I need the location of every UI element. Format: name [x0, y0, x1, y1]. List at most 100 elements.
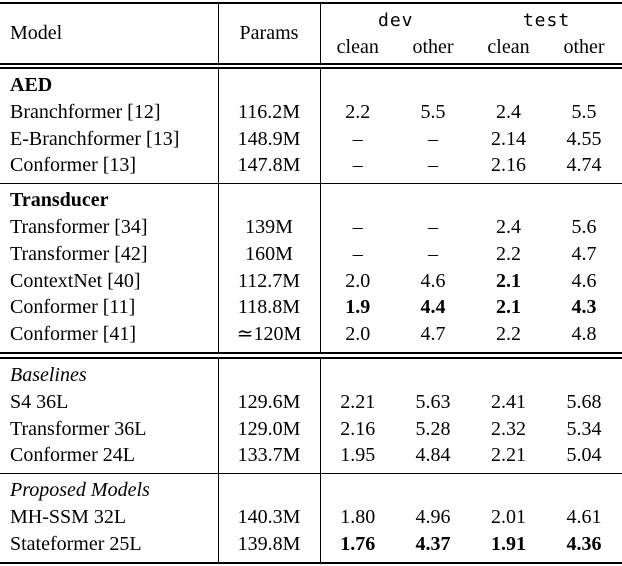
params-cell: 148.9M — [218, 125, 321, 153]
col-group-dev: dev — [378, 10, 414, 31]
cell-test-clean: 2.1 — [496, 296, 522, 319]
col-header-params: Params — [218, 3, 321, 69]
cell-dev-clean: – — [352, 127, 363, 150]
cell-dev-other: 4.84 — [415, 444, 451, 467]
model-cell: Branchformer [12] — [0, 98, 219, 126]
cell-dev-other: 4.6 — [420, 269, 446, 292]
model-cell: Transformer [34] — [0, 213, 219, 241]
table-row: Transformer 36L 129.0M 2.16 5.28 2.32 5.… — [0, 415, 622, 443]
col-header-test-other: other — [546, 33, 622, 69]
cell-dev-other: 5.63 — [415, 390, 451, 413]
model-cell: Transformer 36L — [0, 415, 219, 443]
cell-dev-other: 5.28 — [415, 417, 451, 440]
cell-test-other: 4.3 — [571, 296, 597, 319]
model-cell: MH-SSM 32L — [0, 503, 219, 531]
cell-dev-clean: 1.95 — [340, 444, 376, 467]
cell-test-clean: 2.21 — [491, 444, 527, 467]
cell-dev-other: 4.96 — [415, 505, 451, 528]
cell-test-clean: 2.41 — [491, 390, 527, 413]
cell-dev-clean: – — [352, 215, 363, 238]
section-baselines: Baselines S4 36L 129.6M 2.21 5.63 2.41 5… — [0, 351, 622, 474]
cell-dev-clean: 1.9 — [345, 296, 371, 319]
params-cell: 160M — [218, 240, 321, 268]
params-cell: 147.8M — [218, 152, 321, 184]
table-row: MH-SSM 32L 140.3M 1.80 4.96 2.01 4.61 — [0, 503, 622, 531]
section-transducer: Transducer Transformer [34] 139M – – 2.4… — [0, 183, 622, 356]
params-cell: ≃120M — [218, 321, 321, 356]
table-row: S4 36L 129.6M 2.21 5.63 2.41 5.68 — [0, 388, 622, 416]
cell-dev-other: – — [428, 242, 438, 265]
header-sub-row: clean other clean other — [0, 33, 622, 69]
cell-test-clean: 2.01 — [491, 505, 527, 528]
cell-test-clean: 2.4 — [496, 215, 522, 238]
col-header-model: Model — [0, 3, 219, 69]
cell-test-other: 5.04 — [566, 444, 602, 467]
model-cell: Conformer [13] — [0, 152, 219, 184]
table-row: Conformer 24L 133.7M 1.95 4.84 2.21 5.04 — [0, 442, 622, 474]
cell-dev-other: 4.4 — [420, 296, 446, 319]
model-cell: Conformer [41] — [0, 321, 219, 356]
cell-dev-other: 4.7 — [420, 323, 446, 346]
model-cell: S4 36L — [0, 388, 219, 416]
col-header-dev-clean: clean — [320, 33, 395, 69]
cell-test-clean: 2.2 — [496, 242, 522, 265]
section-aed: AED Branchformer [12] 116.2M 2.2 5.5 2.4… — [0, 66, 622, 184]
cell-dev-other: – — [428, 154, 438, 177]
cell-dev-clean: 2.16 — [340, 417, 376, 440]
params-cell: 116.2M — [218, 98, 321, 126]
model-cell: Stateformer 25L — [0, 530, 219, 563]
model-cell: E-Branchformer [13] — [0, 125, 219, 153]
cell-dev-clean: – — [352, 242, 363, 265]
section-label: Baselines — [0, 351, 219, 389]
cell-dev-clean: 1.80 — [340, 505, 376, 528]
table-row: Conformer [11] 118.8M 1.9 4.4 2.1 4.3 — [0, 294, 622, 322]
params-cell: 129.0M — [218, 415, 321, 443]
cell-test-other: 4.36 — [566, 532, 602, 555]
model-cell: Conformer 24L — [0, 442, 219, 474]
params-cell: 129.6M — [218, 388, 321, 416]
cell-test-clean: 2.32 — [491, 417, 527, 440]
col-header-dev-other: other — [395, 33, 472, 69]
cell-test-other: 4.7 — [571, 242, 597, 265]
table-row: Stateformer 25L 139.8M 1.76 4.37 1.91 4.… — [0, 530, 622, 563]
section-label: Proposed Models — [0, 473, 219, 504]
cell-test-other: 4.55 — [566, 127, 602, 150]
cell-dev-other: 5.5 — [420, 100, 446, 123]
section-label: Transducer — [0, 183, 219, 214]
cell-dev-clean: – — [352, 154, 363, 177]
cell-test-other: 5.6 — [571, 215, 597, 238]
cell-test-other: 5.5 — [571, 100, 597, 123]
section-label-row: Baselines — [0, 351, 622, 389]
cell-test-other: 4.74 — [566, 154, 602, 177]
params-cell: 118.8M — [218, 294, 321, 322]
params-cell: 140.3M — [218, 503, 321, 531]
table-row: E-Branchformer [13] 148.9M – – 2.14 4.55 — [0, 125, 622, 153]
params-cell: 139.8M — [218, 530, 321, 563]
table-header: Model Params dev test clean other clean … — [0, 3, 622, 69]
col-header-test-clean: clean — [471, 33, 547, 69]
col-group-test: test — [522, 10, 571, 31]
cell-dev-clean: 1.76 — [340, 532, 376, 555]
cell-test-other: 5.34 — [566, 417, 602, 440]
cell-test-clean: 2.2 — [496, 323, 522, 346]
cell-test-clean: 1.91 — [491, 532, 527, 555]
params-cell: 112.7M — [218, 267, 321, 295]
section-proposed: Proposed Models MH-SSM 32L 140.3M 1.80 4… — [0, 473, 622, 563]
section-label-row: Transducer — [0, 183, 622, 214]
cell-test-other: 4.6 — [571, 269, 597, 292]
cell-dev-other: – — [428, 127, 438, 150]
model-cell: ContextNet [40] — [0, 267, 219, 295]
cell-test-other: 4.61 — [566, 505, 602, 528]
table-row: Branchformer [12] 116.2M 2.2 5.5 2.4 5.5 — [0, 98, 622, 126]
section-label: AED — [0, 66, 219, 99]
cell-test-clean: 2.4 — [496, 100, 522, 123]
cell-test-other: 4.8 — [571, 323, 597, 346]
params-cell: 133.7M — [218, 442, 321, 474]
table-row: Conformer [13] 147.8M – – 2.16 4.74 — [0, 152, 622, 184]
cell-dev-clean: 2.0 — [345, 323, 371, 346]
table-row: Conformer [41] ≃120M 2.0 4.7 2.2 4.8 — [0, 321, 622, 356]
cell-test-clean: 2.16 — [491, 154, 527, 177]
cell-test-clean: 2.14 — [491, 127, 527, 150]
section-label-row: AED — [0, 66, 622, 99]
